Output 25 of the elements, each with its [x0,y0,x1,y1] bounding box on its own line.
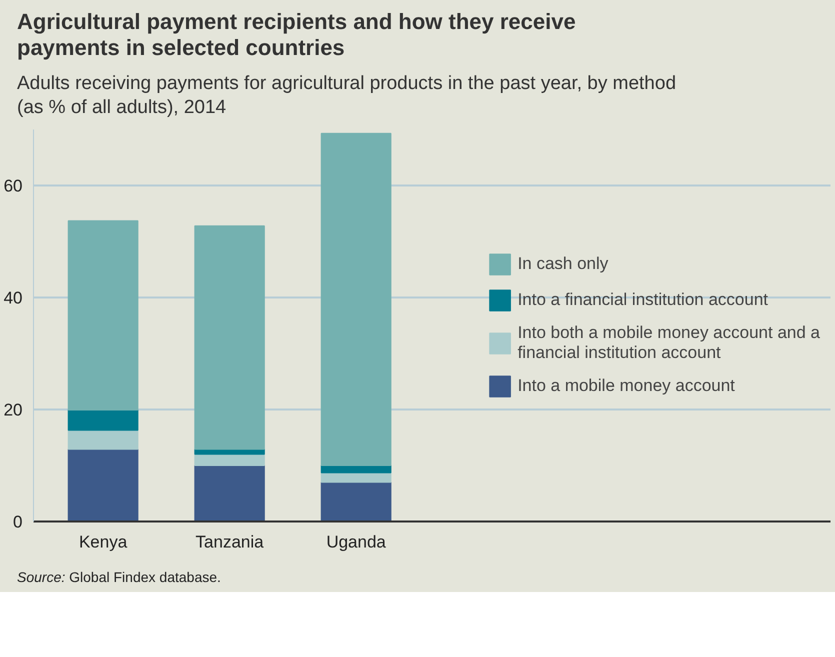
x-tick-label: Tanzania [196,532,264,552]
x-tick-label: Kenya [78,532,128,552]
x-tick-label: Uganda [326,532,386,552]
bar [68,220,138,411]
y-tick-label: 60 [4,176,23,196]
chart-subtitle: Adults receiving payments for agricultural products in the past year, by method (as % of all adults), 2014 [17,72,677,120]
bar [194,465,265,522]
bar [68,410,138,431]
y-tick-label: 40 [4,288,23,308]
y-tick-label: 20 [4,400,23,420]
bar [68,449,138,522]
bar [194,454,265,466]
bar [320,133,392,466]
bar [320,472,392,484]
bar [320,482,392,522]
legend-label: Into both a mobile money account and a financial institution account [518,323,820,364]
bar [320,465,392,474]
bar [68,430,138,450]
chart-title: Agricultural payment recipients and how they receive payments in selected countries [17,9,577,62]
source-note: Source: Global Findex database. [17,568,221,588]
legend-label: Into a mobile money account [518,376,735,396]
bar [194,226,265,450]
legend-label: Into a financial institution account [518,290,768,310]
legend-label: In cash only [518,254,608,274]
y-tick-label: 0 [13,512,23,532]
